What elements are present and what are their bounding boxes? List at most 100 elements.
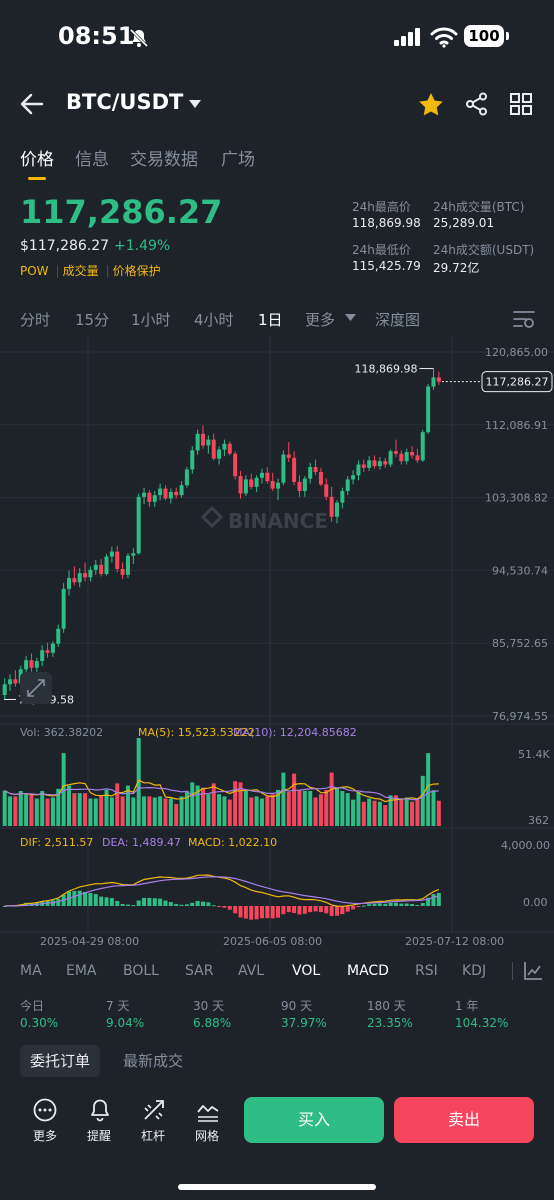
interval-time-share[interactable]: 分时 xyxy=(20,311,51,329)
grid-menu-icon[interactable] xyxy=(510,93,532,115)
share-icon[interactable] xyxy=(465,92,489,116)
interval-1d[interactable]: 1日 xyxy=(258,311,283,329)
candle-body xyxy=(115,551,120,569)
pair-selector[interactable]: BTC/USDT xyxy=(66,90,183,114)
leverage-label[interactable]: 杠杆 xyxy=(141,1129,166,1143)
volume-bar xyxy=(195,785,200,826)
macd-histogram-bar xyxy=(72,890,77,906)
volume-bar xyxy=(211,783,216,826)
tag-price-protection[interactable]: 价格保护 xyxy=(112,264,161,278)
ind-ema[interactable]: EMA xyxy=(66,963,97,979)
candle-body xyxy=(270,481,275,489)
status-time: 08:51 xyxy=(58,22,135,50)
macd-histogram-bar xyxy=(259,906,264,919)
volume-bar xyxy=(77,793,82,826)
tag-pow[interactable]: POW xyxy=(20,264,49,278)
ind-kdj[interactable]: KDJ xyxy=(462,963,487,979)
buy-button[interactable]: 买入 xyxy=(244,1097,384,1143)
macd-histogram-bar xyxy=(292,906,297,914)
ma5-label: MA(5): 15,523.53222 xyxy=(138,726,255,739)
interval-15m[interactable]: 15分 xyxy=(75,311,110,329)
macd-histogram-bar xyxy=(388,902,393,906)
ind-rsi[interactable]: RSI xyxy=(415,963,438,979)
volume-bar xyxy=(276,789,281,826)
candle-body xyxy=(88,569,93,578)
price-axis-label: 120,865.00 xyxy=(485,346,548,359)
ind-boll[interactable]: BOLL xyxy=(123,963,159,979)
interval-depth-chart[interactable]: 深度图 xyxy=(375,311,421,329)
alert-label[interactable]: 提醒 xyxy=(87,1129,112,1143)
indicator-chart-icon[interactable] xyxy=(523,961,543,981)
ind-macd[interactable]: MACD xyxy=(347,963,389,979)
tab-recent-trades[interactable]: 最新成交 xyxy=(123,1052,184,1070)
candle-body xyxy=(420,432,425,461)
candle-body xyxy=(217,449,222,459)
vol-axis-bottom: 362 xyxy=(528,814,549,827)
interval-more[interactable]: 更多 xyxy=(305,311,336,329)
interval-4h[interactable]: 4小时 xyxy=(194,311,234,329)
home-indicator xyxy=(178,1184,376,1190)
ma10-label: MA(10): 12,204.85682 xyxy=(233,726,357,739)
more-label[interactable]: 更多 xyxy=(33,1129,58,1143)
volume-bar xyxy=(34,798,39,826)
macd-histogram-bar xyxy=(286,906,291,913)
volume-bar xyxy=(286,792,291,826)
macd-histogram-bar xyxy=(324,906,329,914)
volume-bar xyxy=(431,790,436,826)
macd-dea-line xyxy=(4,876,439,907)
volume-bar xyxy=(88,798,93,826)
star-favorite-icon[interactable] xyxy=(418,92,444,117)
stat-vol-usdt-label: 24h成交额(USDT) xyxy=(433,243,535,257)
ind-sar[interactable]: SAR xyxy=(185,963,214,979)
candle-body xyxy=(13,679,18,684)
macd-histogram-bar xyxy=(227,906,232,910)
volume-bar xyxy=(410,801,415,826)
candle-body xyxy=(233,453,238,477)
more-caret-icon[interactable] xyxy=(345,314,356,322)
perf-7d-value: 9.04% xyxy=(106,1016,145,1030)
tab-trading-data[interactable]: 交易数据 xyxy=(130,150,198,170)
cellular-signal-icon xyxy=(394,28,420,46)
caret-down-icon[interactable] xyxy=(188,99,202,109)
candle-body xyxy=(238,476,243,494)
candle-body xyxy=(243,479,248,494)
candlestick-chart[interactable]: 120,865.00 112,086.91 103,308.82 94,530.74 8… xyxy=(0,336,554,948)
candle-body xyxy=(372,460,377,467)
macd-histogram-bar xyxy=(99,896,104,906)
tab-price[interactable]: 价格 xyxy=(20,150,54,170)
grid-label[interactable]: 网格 xyxy=(195,1129,220,1143)
candle-body xyxy=(56,628,61,644)
macd-histogram-bar xyxy=(88,892,93,906)
candle-body xyxy=(136,496,141,554)
candle-body xyxy=(190,450,195,470)
sell-button[interactable]: 卖出 xyxy=(394,1097,534,1143)
tab-square[interactable]: 广场 xyxy=(221,150,255,170)
back-arrow-icon[interactable] xyxy=(20,93,44,115)
volume-bar xyxy=(340,790,345,826)
macd-histogram-bar xyxy=(399,903,404,906)
volume-bar xyxy=(361,801,366,826)
bell-alert-icon[interactable] xyxy=(88,1098,112,1122)
macd-histogram-bar xyxy=(335,906,339,916)
macd-histogram-bar xyxy=(361,905,366,907)
ind-vol[interactable]: VOL xyxy=(292,963,321,979)
leverage-icon[interactable] xyxy=(142,1098,166,1122)
grid-trading-icon[interactable] xyxy=(196,1098,220,1122)
macd-histogram-bar xyxy=(281,906,286,915)
interval-1h[interactable]: 1小时 xyxy=(131,311,171,329)
ind-ma[interactable]: MA xyxy=(20,963,42,979)
tab-info[interactable]: 信息 xyxy=(75,150,109,170)
candle-body xyxy=(2,684,7,696)
macd-histogram-bar xyxy=(249,906,254,920)
macd-histogram-bar xyxy=(276,906,281,918)
volume-bar xyxy=(201,787,205,826)
volume-bar xyxy=(29,794,34,826)
tag-volume[interactable]: 成交量 xyxy=(62,264,99,278)
tab-open-orders[interactable]: 委托订单 xyxy=(20,1045,101,1077)
more-dots-icon[interactable] xyxy=(33,1098,57,1122)
macd-histogram-bar xyxy=(24,902,29,906)
ind-avl[interactable]: AVL xyxy=(238,963,265,979)
perf-today-value: 0.30% xyxy=(20,1016,59,1030)
volume-bar xyxy=(18,790,23,826)
chart-settings-icon[interactable] xyxy=(513,309,535,329)
